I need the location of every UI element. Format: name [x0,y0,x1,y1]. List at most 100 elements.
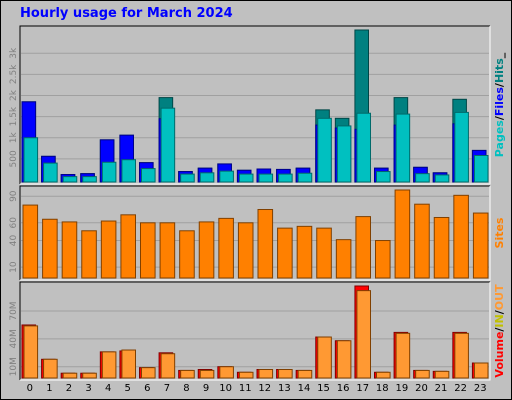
legend-item: Volume [493,332,506,378]
x-tick-label: 5 [125,383,131,394]
y-tick-label: 40M [9,329,19,348]
legend-separator: / [493,82,506,87]
y-tick-label: 10M [9,357,19,376]
bar-out [454,332,469,379]
bar-sites [218,217,234,279]
x-tick-label: 18 [376,383,389,394]
legend-hits-files-pages: Pages/Files/Hits_ [493,52,506,157]
bar-out [23,325,39,379]
bar-sites [140,222,156,279]
x-tick-label: 9 [203,383,209,394]
bar-pages [317,117,332,183]
legend-volume-in-out: Volume/IN/OUT [493,284,506,378]
panel-border-dark [19,25,490,184]
legend-item: Sites [493,217,506,248]
bar-out [258,369,274,379]
bar-sites [394,189,411,279]
bar-sites [120,214,136,279]
bar-pages [434,174,450,183]
legend-item: Pages [493,120,506,158]
bar-out [238,371,254,379]
chart-title: Hourly usage for March 2024 [20,6,233,21]
legend-separator: / [493,115,506,120]
bar-out [434,370,450,379]
panel-border-dark [19,185,490,280]
bar-out [317,336,332,379]
bar-pages [454,111,469,183]
y-tick-label: 500 [9,150,19,167]
x-tick-label: 19 [396,383,409,394]
bar-pages [62,176,78,183]
y-tick-label: 60 [9,217,19,229]
bar-pages [199,172,215,183]
x-tick-label: 15 [317,383,330,394]
bar-out [43,358,58,379]
x-tick-label: 12 [258,383,271,394]
bar-pages [180,173,195,183]
bar-out [278,369,293,379]
y-tick-label: 70M [9,301,19,320]
legend-item: Files [493,87,506,117]
panel-border-light [20,186,491,281]
y-tick-label: 40 [9,235,19,247]
x-tick-label: 16 [337,383,350,394]
bar-sites [81,230,97,279]
bar-out [356,290,371,379]
x-tick-label: 0 [27,383,33,394]
x-tick-label: 3 [85,383,91,394]
y-tick-label: 1.5k [9,106,19,126]
panel-border-light [20,282,491,381]
bar-out [141,367,156,379]
bar-out [395,332,411,379]
y-tick-label: 3k [9,47,19,59]
legend-item: Hits [493,58,506,83]
panel-background [20,186,490,280]
panel-background [20,282,490,380]
bar-sites [375,240,391,279]
x-tick-label: 11 [239,383,252,394]
bar-pages [23,137,39,183]
bar-out [180,369,195,379]
x-tick-label: 21 [435,383,448,394]
x-tick-label: 14 [298,383,311,394]
x-tick-label: 7 [164,383,170,394]
legend-item: OUT [493,284,506,310]
bar-out [219,366,234,379]
legend-suffix: _ [493,52,506,58]
x-tick-label: 6 [144,383,150,394]
y-tick-label: 10 [9,261,19,273]
bar-out [101,351,117,379]
x-tick-label: 8 [183,383,189,394]
legend-separator: / [493,309,506,314]
panel-border-light [20,26,491,185]
bar-sites [159,222,176,279]
bar-sites [472,212,489,279]
bar-out [297,369,313,379]
bar-out [121,349,136,379]
x-tick-label: 22 [454,383,467,394]
bar-pages [121,159,136,183]
bar-out [199,369,215,379]
bar-out [336,340,352,379]
bar-out [376,371,391,379]
bar-sites [42,218,58,279]
x-tick-label: 10 [219,383,232,394]
x-tick-label: 1 [46,383,52,394]
y-tick-label: 2k [9,89,19,101]
bar-sites [316,227,332,279]
x-tick-label: 20 [415,383,428,394]
x-tick-label: 17 [356,383,369,394]
bar-sites [61,221,78,279]
panel-sites: 10 40 60 90 Sites [9,185,506,281]
bar-pages [101,161,117,183]
bar-sites [100,220,117,279]
bar-pages [415,173,430,183]
bar-sites [179,230,195,279]
panel-background [20,26,490,184]
bar-out [160,353,176,379]
panel-border-dark [19,281,490,380]
x-tick-label: 23 [474,383,487,394]
legend-separator: / [493,327,506,332]
bar-sites [355,216,371,279]
